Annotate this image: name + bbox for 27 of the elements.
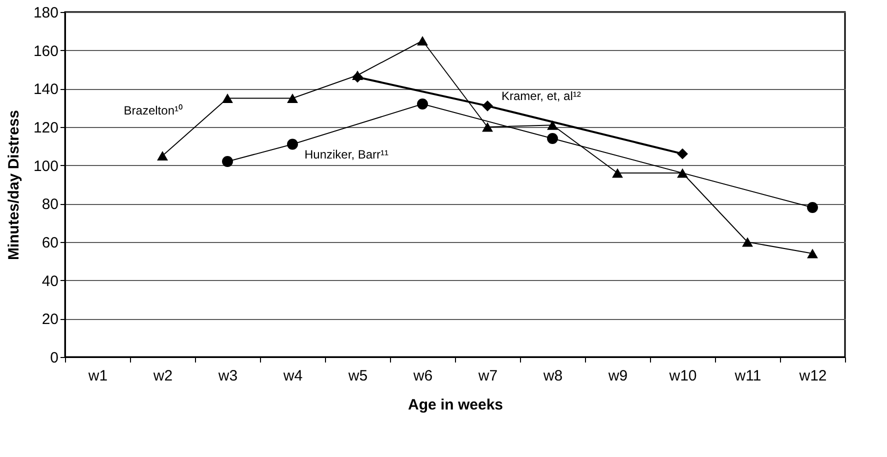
x-tick-label: w8: [542, 368, 563, 384]
x-tick-label: w2: [152, 368, 173, 384]
x-tick-label: w10: [668, 368, 697, 384]
x-tick-label: w4: [282, 368, 303, 384]
series-label: Kramer, et, al¹²: [502, 88, 581, 103]
y-tick-label: 180: [33, 4, 58, 22]
y-tick-label: 120: [33, 120, 58, 136]
y-tick-label: 40: [42, 272, 58, 290]
x-tick-label: w7: [477, 368, 498, 384]
y-tick-label: 60: [42, 234, 58, 252]
x-axis-title: Age in weeks: [408, 396, 504, 414]
y-tick-label: 0: [50, 350, 58, 366]
y-tick-label: 20: [42, 311, 58, 328]
x-tick-label: w11: [734, 368, 762, 384]
series-label: Brazelton¹⁰: [124, 103, 182, 118]
x-tick-label: w3: [217, 368, 238, 384]
x-tick-label: w6: [412, 368, 433, 384]
x-tick-label: w12: [798, 368, 827, 384]
y-tick-label: 80: [42, 196, 58, 214]
y-tick-label: 100: [33, 158, 58, 175]
x-tick-label: w5: [347, 368, 368, 384]
series-label: Hunziker, Barr¹¹: [304, 147, 389, 162]
y-tick-label: 160: [33, 42, 58, 60]
y-axis-title: Minutes/day Distress: [5, 110, 22, 260]
x-tick-label: w9: [607, 368, 628, 384]
y-tick-label: 140: [33, 81, 58, 98]
x-tick-label: w1: [87, 368, 108, 384]
